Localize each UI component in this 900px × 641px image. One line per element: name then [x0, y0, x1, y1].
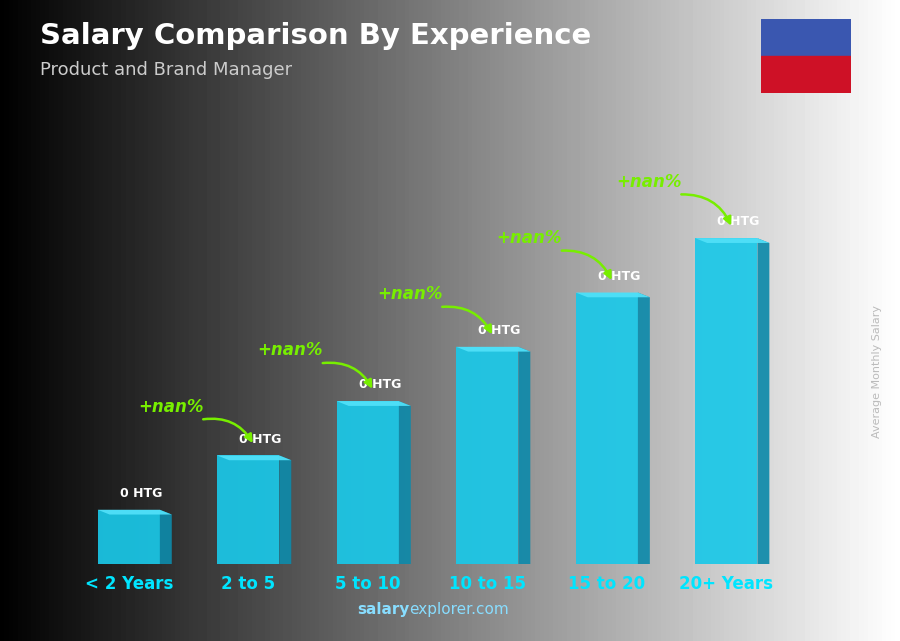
FancyBboxPatch shape — [696, 238, 758, 564]
FancyBboxPatch shape — [337, 401, 399, 564]
Polygon shape — [98, 510, 172, 515]
Text: 0 HTG: 0 HTG — [358, 378, 401, 391]
Polygon shape — [456, 347, 530, 352]
Bar — [760, 56, 850, 93]
Text: +nan%: +nan% — [377, 285, 443, 303]
Text: 0 HTG: 0 HTG — [239, 433, 282, 445]
Polygon shape — [758, 238, 770, 564]
Text: Product and Brand Manager: Product and Brand Manager — [40, 61, 292, 79]
Text: +nan%: +nan% — [497, 229, 562, 247]
Text: +nan%: +nan% — [138, 397, 203, 416]
Text: 0 HTG: 0 HTG — [717, 215, 760, 228]
Text: +nan%: +nan% — [616, 172, 681, 190]
FancyBboxPatch shape — [98, 510, 160, 564]
Polygon shape — [638, 292, 650, 564]
FancyBboxPatch shape — [456, 347, 518, 564]
Text: explorer.com: explorer.com — [410, 602, 509, 617]
Polygon shape — [217, 456, 292, 460]
Polygon shape — [399, 401, 410, 564]
Polygon shape — [337, 401, 410, 406]
Polygon shape — [696, 238, 770, 243]
Polygon shape — [279, 456, 292, 564]
Text: 0 HTG: 0 HTG — [598, 270, 640, 283]
Text: Average Monthly Salary: Average Monthly Salary — [872, 305, 883, 438]
Text: +nan%: +nan% — [257, 342, 323, 360]
Polygon shape — [160, 510, 172, 564]
Bar — [760, 19, 850, 56]
FancyBboxPatch shape — [217, 456, 279, 564]
Polygon shape — [576, 292, 650, 297]
Polygon shape — [518, 347, 530, 564]
FancyBboxPatch shape — [576, 292, 638, 564]
Text: 0 HTG: 0 HTG — [120, 487, 162, 500]
Text: salary: salary — [357, 602, 410, 617]
Text: 0 HTG: 0 HTG — [478, 324, 520, 337]
Text: Salary Comparison By Experience: Salary Comparison By Experience — [40, 22, 592, 51]
